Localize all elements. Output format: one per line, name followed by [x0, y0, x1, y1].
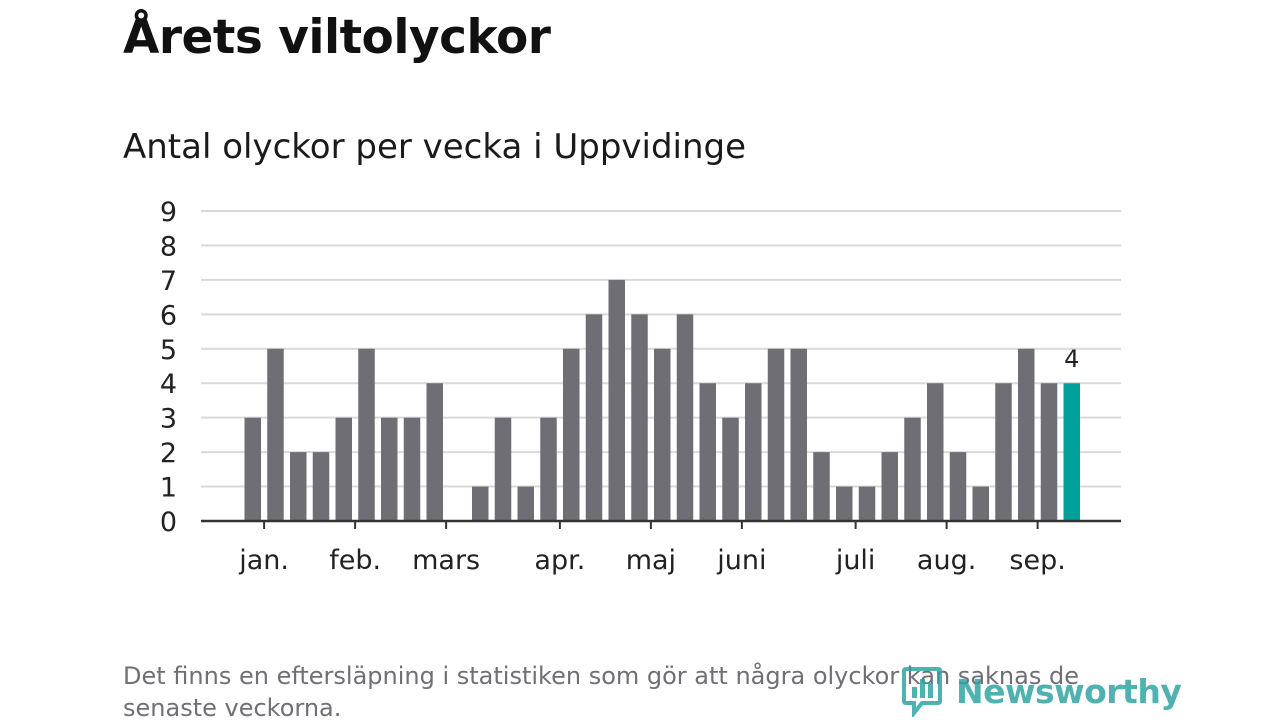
x-tick-label: sep. [1009, 545, 1065, 576]
bar [972, 486, 989, 521]
bar [1040, 383, 1058, 521]
bar [699, 383, 716, 521]
bar [517, 486, 534, 521]
bar [244, 417, 261, 521]
x-tick-label: juli [835, 545, 876, 576]
bar [995, 383, 1012, 521]
x-tick-label: aug. [917, 545, 976, 576]
y-tick-label: 6 [160, 300, 177, 331]
bars [244, 279, 1080, 521]
bar [540, 417, 557, 521]
chart-title: Årets viltolyckor [123, 10, 551, 65]
x-tick-label: juni [716, 545, 766, 576]
bar [949, 452, 967, 521]
bar [472, 486, 489, 521]
bar [790, 348, 807, 521]
newsworthy-logo: Newsworthy [902, 664, 1182, 718]
bar [267, 348, 284, 521]
newsworthy-logo-icon [902, 667, 942, 717]
x-tick-label: apr. [534, 545, 585, 576]
y-tick-label: 5 [160, 335, 177, 366]
bar [585, 314, 603, 521]
y-tick-label: 2 [160, 438, 177, 469]
bar [335, 417, 352, 521]
highlight-data-label: 4 [1064, 345, 1079, 373]
newsworthy-logo-text: Newsworthy [956, 671, 1182, 711]
bar [358, 348, 375, 521]
footnote: Det finns en eftersläpning i statistiken… [123, 662, 1079, 722]
y-tick-label: 0 [160, 507, 177, 538]
bar [813, 452, 830, 521]
bar [858, 486, 876, 521]
data-labels: 4 [1064, 345, 1079, 373]
bar [403, 417, 421, 521]
y-tick-label: 7 [160, 266, 177, 297]
bar [494, 417, 512, 521]
y-tick-label: 3 [160, 404, 177, 435]
bar [654, 348, 671, 521]
x-tick-label: feb. [329, 545, 381, 576]
bar [676, 314, 694, 521]
bar [927, 383, 944, 521]
bar [836, 486, 853, 521]
bar [563, 348, 580, 521]
x-tick-label: jan. [238, 545, 289, 576]
bar [312, 452, 330, 521]
x-tick-label: maj [626, 545, 676, 576]
y-tick-label: 8 [160, 231, 177, 262]
x-axis: jan. feb. mars apr. maj juni juli aug. sep. [201, 519, 1121, 576]
chart-subtitle: Antal olyckor per vecka i Uppvidinge [123, 127, 747, 167]
y-tick-label: 1 [160, 473, 177, 504]
bar [426, 383, 443, 521]
bar [631, 314, 648, 521]
bar [1018, 348, 1035, 521]
y-axis-tick-labels: 01 23 45 67 89 [160, 197, 177, 538]
bar [722, 417, 739, 521]
bar [608, 279, 625, 521]
bar [881, 452, 898, 521]
y-tick-label: 4 [160, 369, 177, 400]
bar [767, 348, 785, 521]
bar [290, 452, 307, 521]
x-tick-label: mars [412, 545, 480, 576]
bar [745, 383, 762, 521]
y-tick-label: 9 [160, 197, 177, 228]
bar [381, 417, 398, 521]
bar-highlighted [1063, 383, 1080, 521]
bar [904, 417, 921, 521]
